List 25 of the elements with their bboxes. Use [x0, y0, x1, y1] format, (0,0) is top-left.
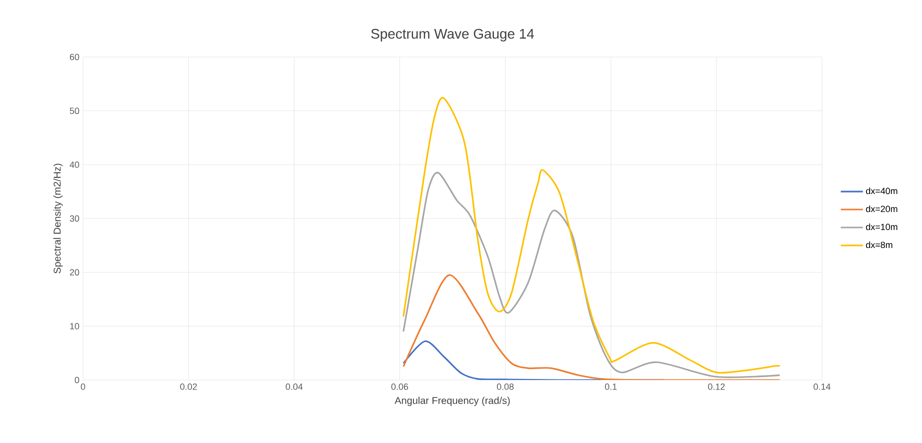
y-tick-label: 30: [70, 215, 80, 222]
y-tick-label: 50: [70, 108, 80, 114]
x-tick-label: 0.02: [180, 384, 197, 390]
y-tick-label: 0: [74, 376, 80, 384]
legend-label: dx=8m: [866, 241, 892, 248]
y-tick-label: 10: [70, 322, 80, 330]
line-series: [402, 98, 781, 374]
x-tick-label: 0.08: [496, 384, 514, 390]
x-tick-label: 0.1: [604, 384, 617, 390]
x-tick-label: 0: [80, 384, 86, 390]
y-axis-title: Spectral Density (m2/Hz): [53, 164, 63, 274]
y-tick-label: 40: [70, 161, 80, 168]
line-series: [402, 172, 781, 378]
legend-label: dx=20m: [866, 206, 898, 212]
x-axis-title: Angular Frequency (rad/s): [394, 396, 510, 406]
line-series: [402, 274, 781, 380]
y-tick-label: 60: [70, 54, 80, 60]
x-tick-label: 0.14: [814, 384, 830, 390]
x-tick-label: 0.06: [391, 384, 408, 390]
x-tick-label: 0.12: [708, 384, 725, 390]
x-tick-label: 0.04: [286, 384, 303, 390]
legend-label: dx=40m: [866, 188, 898, 194]
chart-title: Spectrum Wave Gauge 14: [371, 28, 534, 42]
legend-label: dx=10m: [866, 223, 898, 230]
y-tick-label: 20: [70, 269, 80, 276]
